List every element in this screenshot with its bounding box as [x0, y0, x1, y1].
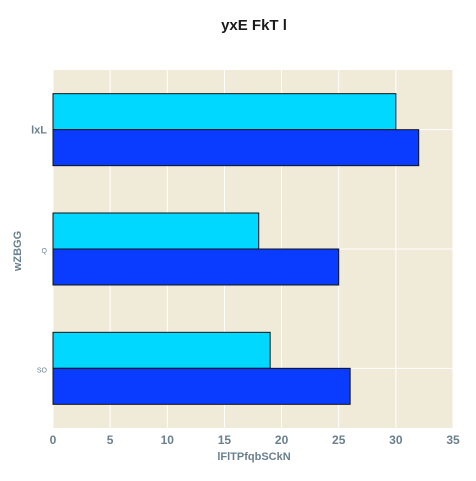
- y-axis-ticks: lxL Q SO: [31, 125, 47, 375]
- x-axis-title: lFlTPfqbSCkN: [217, 451, 290, 463]
- y-tick-label: lxL: [31, 125, 47, 137]
- x-tick-label: 5: [107, 433, 114, 447]
- bars: [52, 93, 420, 405]
- x-tick-label: 35: [446, 433, 460, 447]
- chart-title: yxE FkT l: [221, 17, 287, 34]
- bar-series-1: [52, 212, 260, 250]
- y-axis-title: wZBGG: [12, 231, 24, 272]
- x-tick-label: 15: [218, 433, 232, 447]
- y-tick-label: Q: [42, 248, 48, 255]
- bar-series-1: [52, 331, 271, 369]
- x-tick-label: 0: [50, 433, 57, 447]
- x-axis-ticks: 0 5 10 15 20 25 30 35: [50, 433, 460, 447]
- bar-series-2: [52, 367, 351, 405]
- x-tick-label: 30: [389, 433, 403, 447]
- bar-series-1: [52, 93, 397, 131]
- x-tick-label: 20: [275, 433, 289, 447]
- x-tick-label: 25: [332, 433, 346, 447]
- bar-series-2: [52, 129, 420, 167]
- x-tick-label: 10: [161, 433, 175, 447]
- bar-series-2: [52, 248, 340, 286]
- y-tick-label: SO: [37, 367, 48, 374]
